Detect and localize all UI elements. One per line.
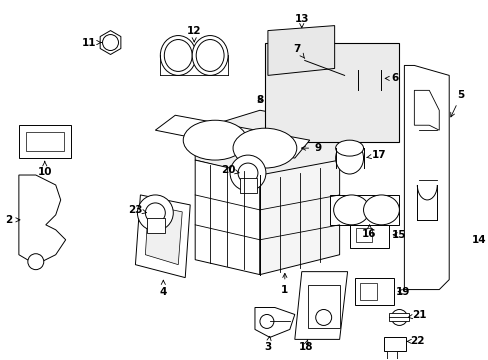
Ellipse shape bbox=[337, 68, 357, 88]
Text: 9: 9 bbox=[301, 143, 321, 153]
Text: 11: 11 bbox=[81, 37, 101, 48]
Ellipse shape bbox=[196, 40, 224, 71]
Text: 7: 7 bbox=[292, 44, 304, 58]
Polygon shape bbox=[413, 90, 438, 130]
Polygon shape bbox=[135, 195, 190, 278]
Ellipse shape bbox=[137, 195, 173, 231]
Polygon shape bbox=[145, 205, 182, 265]
Ellipse shape bbox=[192, 36, 227, 75]
Text: 14: 14 bbox=[471, 235, 486, 245]
Polygon shape bbox=[404, 66, 448, 289]
Ellipse shape bbox=[238, 163, 258, 183]
Ellipse shape bbox=[298, 54, 310, 67]
Ellipse shape bbox=[233, 128, 296, 168]
Polygon shape bbox=[147, 218, 165, 233]
Ellipse shape bbox=[229, 155, 265, 191]
Bar bbox=[357, 71, 381, 90]
Text: 1: 1 bbox=[281, 273, 288, 294]
Ellipse shape bbox=[160, 36, 196, 75]
Polygon shape bbox=[26, 132, 63, 151]
Text: 17: 17 bbox=[366, 150, 386, 160]
Polygon shape bbox=[355, 228, 371, 242]
Polygon shape bbox=[195, 160, 260, 275]
Polygon shape bbox=[19, 175, 65, 265]
Ellipse shape bbox=[164, 40, 192, 71]
Text: 5: 5 bbox=[450, 90, 464, 117]
Ellipse shape bbox=[335, 140, 363, 156]
Polygon shape bbox=[349, 222, 388, 248]
Ellipse shape bbox=[265, 86, 293, 114]
Text: 8: 8 bbox=[256, 95, 263, 105]
Bar bbox=[307, 285, 339, 328]
Ellipse shape bbox=[335, 142, 363, 174]
Text: 4: 4 bbox=[159, 280, 167, 297]
Text: 12: 12 bbox=[186, 26, 201, 42]
Polygon shape bbox=[240, 178, 256, 193]
Ellipse shape bbox=[102, 35, 118, 50]
Polygon shape bbox=[19, 125, 71, 158]
Text: 2: 2 bbox=[5, 215, 20, 225]
Text: 19: 19 bbox=[395, 287, 410, 297]
Text: 13: 13 bbox=[294, 14, 308, 28]
Ellipse shape bbox=[260, 315, 273, 328]
Polygon shape bbox=[267, 26, 334, 75]
Polygon shape bbox=[359, 283, 377, 300]
Polygon shape bbox=[294, 272, 347, 339]
Polygon shape bbox=[100, 31, 121, 54]
Ellipse shape bbox=[363, 195, 399, 225]
Ellipse shape bbox=[390, 310, 407, 325]
Ellipse shape bbox=[315, 310, 331, 325]
Bar bbox=[388, 314, 408, 321]
Ellipse shape bbox=[28, 254, 44, 270]
Polygon shape bbox=[254, 307, 294, 337]
Ellipse shape bbox=[145, 203, 165, 223]
Bar bbox=[264, 42, 399, 142]
Text: 23: 23 bbox=[128, 205, 146, 215]
Ellipse shape bbox=[272, 93, 286, 107]
Text: 3: 3 bbox=[264, 336, 271, 352]
Ellipse shape bbox=[357, 62, 381, 78]
Ellipse shape bbox=[290, 46, 318, 75]
Text: 10: 10 bbox=[38, 161, 52, 177]
Ellipse shape bbox=[357, 82, 381, 98]
Bar bbox=[384, 337, 406, 351]
Bar bbox=[386, 351, 397, 359]
Text: 15: 15 bbox=[391, 230, 406, 240]
Text: 6: 6 bbox=[385, 73, 398, 84]
Text: 20: 20 bbox=[221, 165, 239, 175]
Ellipse shape bbox=[183, 120, 246, 160]
Ellipse shape bbox=[333, 195, 369, 225]
Text: 21: 21 bbox=[407, 310, 426, 320]
Text: 22: 22 bbox=[406, 336, 424, 346]
Polygon shape bbox=[195, 110, 339, 180]
Ellipse shape bbox=[342, 73, 352, 84]
Polygon shape bbox=[260, 160, 339, 275]
Text: 16: 16 bbox=[362, 225, 376, 239]
Text: 18: 18 bbox=[298, 339, 312, 352]
Polygon shape bbox=[329, 195, 399, 225]
Polygon shape bbox=[155, 115, 309, 158]
Polygon shape bbox=[354, 278, 394, 305]
